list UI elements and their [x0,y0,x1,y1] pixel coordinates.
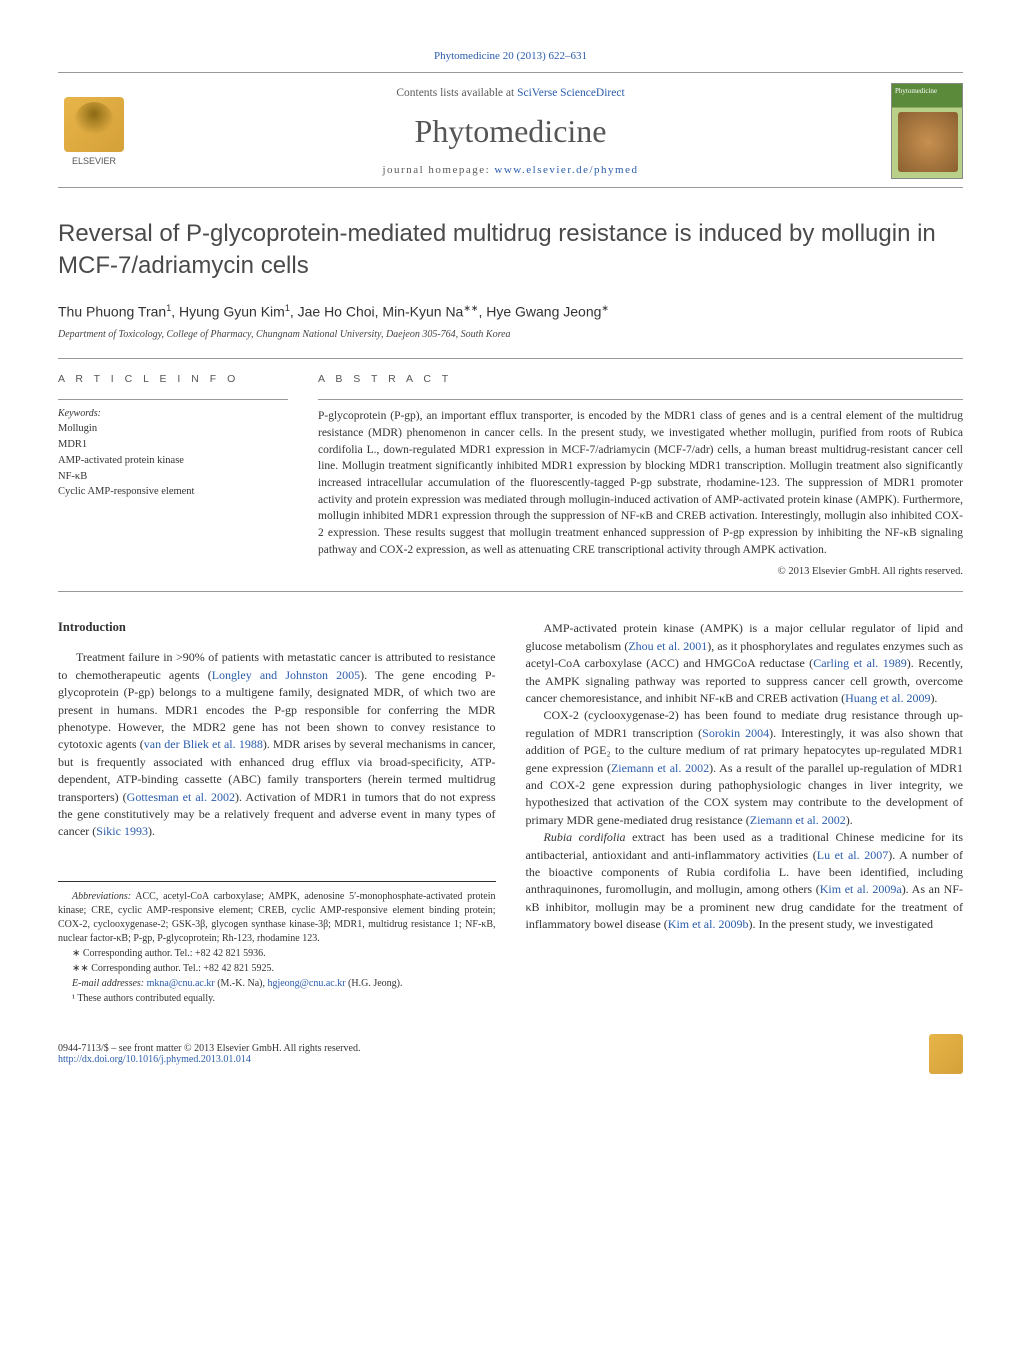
ref-link[interactable]: Sikic 1993 [96,824,148,838]
corresponding-1: ∗ Corresponding author. Tel.: +82 42 821… [58,946,496,961]
ref-link[interactable]: Huang et al. 2009 [845,691,930,705]
doi-link[interactable]: http://dx.doi.org/10.1016/j.phymed.2013.… [58,1054,251,1065]
ref-link[interactable]: Zhou et al. 2001 [628,639,707,653]
ref-link[interactable]: Carling et al. 1989 [813,656,907,670]
keyword-item: AMP-activated protein kinase [58,453,288,469]
email-link[interactable]: hgjeong@cnu.ac.kr [267,978,345,989]
affiliation: Department of Toxicology, College of Pha… [58,329,963,340]
page-root: Phytomedicine 20 (2013) 622–631 ELSEVIER… [0,0,1021,1114]
left-column: Introduction Treatment failure in >90% o… [58,620,496,1005]
sciencedirect-link[interactable]: SciVerse ScienceDirect [517,87,625,99]
divider [58,399,288,400]
divider [58,358,963,359]
email-line: E-mail addresses: mkna@cnu.ac.kr (M.-K. … [58,976,496,991]
copyright: © 2013 Elsevier GmbH. All rights reserve… [318,566,963,577]
body-paragraph: AMP-activated protein kinase (AMPK) is a… [526,620,964,707]
text-italic: Rubia cordifolia [544,830,626,844]
journal-cover-thumbnail: Phytomedicine [891,83,963,179]
text: ). [846,813,853,827]
bottom-left: 0944-7113/$ – see front matter © 2013 El… [58,1043,360,1065]
ref-link[interactable]: Kim et al. 2009a [820,882,902,896]
divider [58,591,963,592]
article-title: Reversal of P-glycoprotein-mediated mult… [58,218,963,283]
right-column: AMP-activated protein kinase (AMPK) is a… [526,620,964,1005]
divider [318,399,963,400]
elsevier-tree-icon [64,97,124,152]
author-list: Thu Phuong Tran1, Hyung Gyun Kim1, Jae H… [58,303,963,320]
article-info-header: A R T I C L E I N F O [58,373,288,385]
body-paragraph: COX-2 (cyclooxygenase-2) has been found … [526,707,964,829]
body-paragraph: Rubia cordifolia Rubia cordifolia extrac… [526,829,964,933]
ref-link[interactable]: Kim et al. 2009b [668,917,749,931]
sciencedirect-line: Contents lists available at SciVerse Sci… [130,87,891,99]
divider [58,72,963,73]
elsevier-mini-icon [929,1034,963,1074]
ref-link[interactable]: Ziemann et al. 2002 [611,761,709,775]
equal-contrib: ¹ These authors contributed equally. [58,991,496,1006]
homepage-link[interactable]: www.elsevier.de/phymed [494,164,638,176]
body-columns: Introduction Treatment failure in >90% o… [58,620,963,1005]
intro-heading: Introduction [58,620,496,635]
footnotes: Abbreviations: ACC, acetyl-CoA carboxyla… [58,881,496,1006]
ref-link[interactable]: Ziemann et al. 2002 [750,813,846,827]
text: ). [930,691,937,705]
journal-name: Phytomedicine [130,113,891,150]
text: ). [148,824,155,838]
ref-link[interactable]: Longley and Johnston 2005 [212,668,360,682]
banner-center: Contents lists available at SciVerse Sci… [130,87,891,176]
ref-link[interactable]: van der Bliek et al. 1988 [144,737,263,751]
keyword-item: Cyclic AMP-responsive element [58,484,288,500]
email-link[interactable]: mkna@cnu.ac.kr [147,978,215,989]
email-label: E-mail addresses: [72,978,147,989]
email-who: (H.G. Jeong). [346,978,403,989]
corresponding-2: ∗∗ Corresponding author. Tel.: +82 42 82… [58,961,496,976]
journal-ref-link[interactable]: Phytomedicine 20 (2013) 622–631 [434,50,587,62]
abstract-column: A B S T R A C T P-glycoprotein (P-gp), a… [318,373,963,577]
ref-link[interactable]: Gottesman et al. 2002 [127,790,235,804]
keyword-item: MDR1 [58,437,288,453]
journal-banner: ELSEVIER Contents lists available at Sci… [58,83,963,188]
body-paragraph: Treatment failure in >90% of patients wi… [58,649,496,840]
keyword-item: NF-κB [58,469,288,485]
abstract-header: A B S T R A C T [318,373,963,385]
ref-link[interactable]: Sorokin 2004 [702,726,769,740]
abbrev-label: Abbreviations: [72,891,131,902]
article-info-column: A R T I C L E I N F O Keywords: Mollugin… [58,373,288,577]
text: ). In the present study, we investigated [748,917,933,931]
issn-line: 0944-7113/$ – see front matter © 2013 El… [58,1043,360,1054]
homepage-line: journal homepage: www.elsevier.de/phymed [130,164,891,176]
keywords-list: MolluginMDR1AMP-activated protein kinase… [58,421,288,500]
abstract-text: P-glycoprotein (P-gp), an important effl… [318,408,963,558]
ref-link[interactable]: Lu et al. 2007 [817,848,888,862]
elsevier-label: ELSEVIER [72,156,116,166]
keyword-item: Mollugin [58,421,288,437]
contents-pre: Contents lists available at [396,87,517,99]
info-abstract-row: A R T I C L E I N F O Keywords: Mollugin… [58,373,963,577]
bottom-bar: 0944-7113/$ – see front matter © 2013 El… [58,1034,963,1074]
email-who: (M.-K. Na), [215,978,268,989]
running-head: Phytomedicine 20 (2013) 622–631 [58,50,963,62]
keywords-label: Keywords: [58,408,288,419]
homepage-pre: journal homepage: [382,164,494,176]
elsevier-logo: ELSEVIER [58,91,130,171]
abbreviations: Abbreviations: ACC, acetyl-CoA carboxyla… [58,890,496,946]
